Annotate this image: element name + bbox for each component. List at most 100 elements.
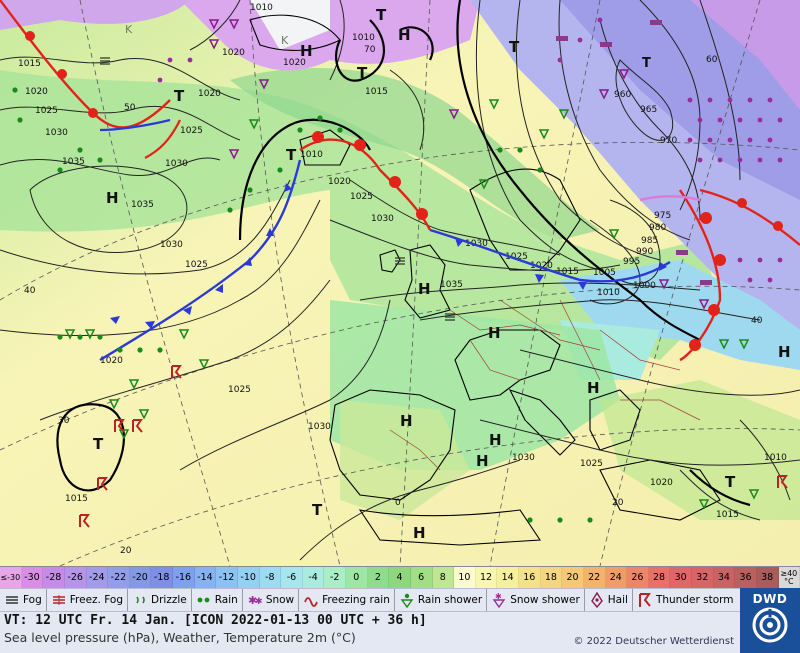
svg-text:K: K [125, 23, 133, 36]
temperature-scale: ≤-30 -30 -28 -26 -24 -22 -20 -18 -16 -14 -12 -10 -8-… [0, 566, 800, 588]
bold-isobars [56, 0, 751, 507]
snow-shower-icon: ✱ [491, 592, 507, 609]
country-borders [389, 299, 701, 471]
svg-text:✱: ✱ [248, 594, 257, 607]
legend-item-freezing-fog: Freez. Fog [47, 589, 128, 611]
temperature-scale-cell: 12 [475, 567, 498, 588]
rain-icon [196, 592, 212, 608]
isobar-label: 1015 [18, 59, 41, 69]
svg-text:990: 990 [636, 247, 653, 257]
svg-text:965: 965 [640, 105, 657, 115]
legend-item-thunderstorm: Thunder storm [633, 589, 738, 611]
svg-text:1025: 1025 [580, 459, 603, 469]
svg-text:975: 975 [654, 211, 671, 221]
svg-text:995: 995 [623, 257, 640, 267]
svg-text:H: H [418, 280, 431, 298]
thunderstorm-symbols [79, 365, 788, 528]
temperature-scale-cell: 36 [735, 567, 757, 588]
temperature-scale-cell: ≤-30 [0, 567, 22, 588]
svg-text:960: 960 [614, 90, 631, 100]
warm-front [299, 138, 432, 231]
temperature-scale-cell: 4 [389, 567, 411, 588]
temperature-scale-cell: 30 [670, 567, 692, 588]
rain-symbols [12, 87, 593, 523]
map-info-panel: VT: 12 UTC Fr. 14 Jan. [ICON 2022-01-13 … [0, 612, 740, 653]
temperature-scale-cell: -30 [21, 567, 44, 588]
svg-text:1010: 1010 [300, 150, 323, 160]
cold-front [429, 228, 671, 283]
svg-text:1015: 1015 [65, 494, 88, 504]
svg-text:1020: 1020 [100, 356, 123, 366]
temperature-scale-cell: 10 [454, 567, 476, 588]
svg-text:T: T [376, 6, 387, 24]
svg-text:60: 60 [706, 55, 718, 65]
svg-text:1030: 1030 [308, 422, 331, 432]
svg-text:1030: 1030 [45, 128, 68, 138]
high-pressure-center: H [106, 189, 119, 207]
svg-text:T: T [725, 473, 736, 491]
weather-legend: Fog Freez. Fog Drizzle Rain ✱ ✱ Snow Free… [0, 588, 740, 612]
temperature-scale-cell: 2 [367, 567, 390, 588]
temperature-scale-cell: 28 [648, 567, 671, 588]
temperature-scale-cell: -4 [302, 567, 325, 588]
fog-icon [4, 592, 20, 608]
temperature-scale-cell: -8 [259, 567, 282, 588]
isobar-labels: 1015 1020 1025 1030 1035 1035 1030 1025 … [18, 3, 787, 556]
svg-text:✱: ✱ [255, 597, 263, 607]
temperature-scale-cell: 22 [583, 567, 606, 588]
svg-text:20: 20 [612, 498, 624, 508]
valid-time: VT: 12 UTC Fr. 14 Jan. [ICON 2022-01-13 … [4, 613, 427, 628]
temperature-scale-cell: 26 [627, 567, 649, 588]
temperature-scale-cell: -10 [237, 567, 260, 588]
svg-text:1010: 1010 [597, 288, 620, 298]
temperature-scale-cell: 20 [562, 567, 584, 588]
temperature-scale-cell: -28 [43, 567, 65, 588]
svg-text:970: 970 [660, 136, 677, 146]
svg-text:980: 980 [649, 223, 666, 233]
temperature-scale-cell: -16 [173, 567, 195, 588]
temperature-scale-cell: -22 [108, 567, 130, 588]
snow-icon: ✱ ✱ [247, 592, 263, 608]
svg-text:30: 30 [58, 416, 70, 426]
svg-text:1020: 1020 [328, 177, 351, 187]
svg-text:1020: 1020 [25, 87, 48, 97]
svg-text:1025: 1025 [350, 192, 373, 202]
temperature-scale-cell: 0 [346, 567, 368, 588]
isobars [0, 0, 800, 561]
temperature-scale-cell: -2 [324, 567, 346, 588]
svg-text:1030: 1030 [371, 214, 394, 224]
svg-text:1010: 1010 [764, 453, 787, 463]
weather-symbols [12, 17, 788, 528]
legend-item-fog: Fog [0, 589, 47, 611]
svg-text:1010: 1010 [352, 33, 375, 43]
svg-text:0: 0 [395, 498, 401, 508]
svg-text:T: T [286, 146, 297, 164]
drizzle-icon [132, 592, 148, 608]
svg-text:1025: 1025 [185, 260, 208, 270]
legend-item-hail: Hail [585, 589, 633, 611]
svg-text:H: H [587, 379, 600, 397]
legend-item-freezing-rain: Freezing rain [299, 589, 395, 611]
temperature-scale-cell: 18 [540, 567, 563, 588]
svg-text:T: T [174, 87, 185, 105]
legend-item-rain-shower: Rain shower [395, 589, 488, 611]
svg-text:40: 40 [24, 286, 36, 296]
svg-text:H: H [778, 343, 791, 361]
svg-text:1000: 1000 [633, 281, 656, 291]
svg-text:1015: 1015 [556, 267, 579, 277]
temperature-scale-cell: -6 [281, 567, 303, 588]
svg-text:1025: 1025 [228, 385, 251, 395]
temperature-scale-cell: 16 [519, 567, 541, 588]
temperature-scale-cell: -18 [151, 567, 173, 588]
svg-text:1020: 1020 [283, 58, 306, 68]
svg-text:20: 20 [120, 546, 132, 556]
svg-text:985: 985 [641, 236, 658, 246]
svg-text:1005: 1005 [593, 268, 616, 278]
thunderstorm-icon [637, 592, 653, 608]
svg-text:1035: 1035 [131, 200, 154, 210]
pressure-centers: H H H H H H H H H H H T T T T T T T T T [93, 6, 791, 542]
snow-symbols [157, 17, 783, 283]
temperature-scale-cell: -26 [64, 567, 87, 588]
temperature-scale-cell: 8 [432, 567, 455, 588]
svg-text:70: 70 [364, 45, 376, 55]
